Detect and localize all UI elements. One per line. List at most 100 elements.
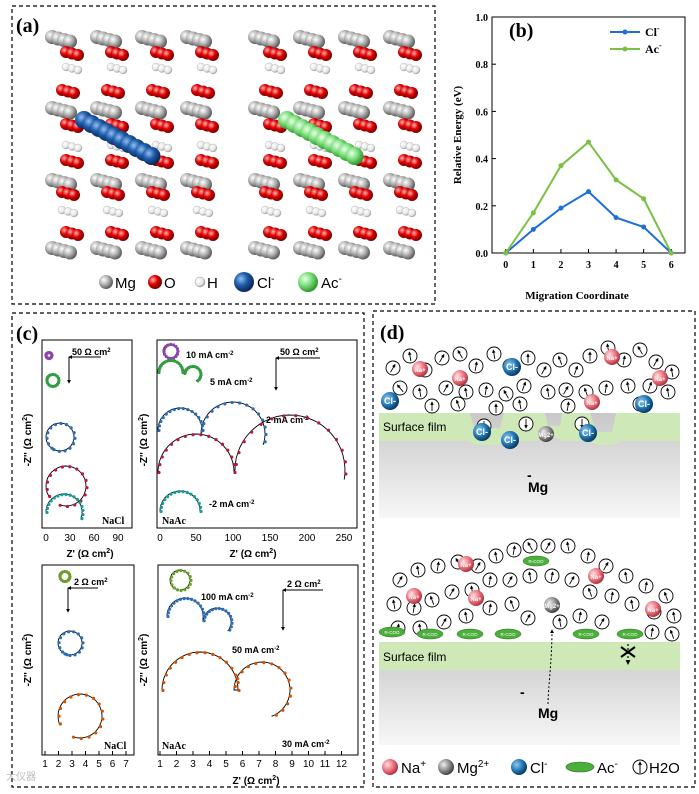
data-point [530,210,536,216]
electrolyte-tag: NaAc [162,516,186,527]
na-ion [412,361,428,377]
data-point [49,384,53,388]
data-point [54,468,58,472]
data-point [58,503,62,507]
o-atom [207,49,219,61]
h-atom [272,208,282,218]
y-axis-label: -Z'' (Ω cm2) [22,634,34,687]
current-label: 2 mA cm-2 [266,415,309,425]
data-point [64,492,68,497]
data-point [186,596,190,601]
tick-label: 2 [56,759,62,770]
fit-curve [157,414,346,480]
mg-atom-icon [99,275,113,289]
data-point [237,401,242,405]
o-atom [162,121,174,133]
data-point [162,680,166,685]
o-atom [68,87,80,99]
water-molecule [498,386,514,402]
tick-label: 4 [207,759,213,770]
h-atom [411,65,421,75]
o-atom [365,229,377,241]
water-molecule [520,350,536,366]
x-tick-label: 3 [586,260,591,271]
mg-atom [108,34,122,49]
o-atom [203,87,215,99]
water-molecule [604,588,620,604]
surface-film [379,642,680,670]
water-molecule [558,382,574,398]
water-molecule [436,614,452,630]
data-point [87,735,91,739]
legend-mg: Mg2+ [457,759,489,777]
water-molecule [478,382,494,398]
cl-atom-icon [234,272,254,292]
data-point [245,403,249,407]
data-point [256,412,261,416]
data-point [270,662,274,666]
fit-curve [45,465,87,507]
o-atom [203,189,215,201]
data-point [170,583,174,587]
acetate-ion [456,628,484,640]
data-point [78,501,82,505]
water-molecule [522,568,538,584]
na-ion-label: Na+ [606,356,618,362]
legend-na: Na+ [401,759,426,777]
data-point [200,424,205,428]
mg-atom [63,34,77,49]
current-label: 5 mA cm-2 [210,377,253,387]
data-point [236,680,240,685]
data-point [169,579,173,583]
mg-atom [266,105,280,120]
data-point [64,423,69,427]
y-axis-label: Relative Energy (eV) [452,85,464,184]
h-atom [407,208,417,218]
tick-label: 12 [336,759,348,770]
tick-label: 5 [223,759,229,770]
tick-label: 10 [303,759,315,770]
h-atom [73,143,83,153]
acetate-ion-label: R-COO [529,559,544,564]
plot-frame [157,564,359,756]
data-point [81,508,85,513]
o-atom [207,157,219,169]
electron-label: - [520,684,525,700]
data-point [183,434,187,438]
data-point [202,619,206,623]
o-atom [162,157,174,169]
cl-ion-label: Cl- [476,427,488,437]
data-point [262,660,266,665]
water-molecule [434,350,450,366]
data-point [73,436,77,440]
data-point [343,460,347,464]
data-point [157,428,161,433]
tick-label: 0 [157,533,163,544]
water-molecule [450,396,466,412]
data-point [230,666,234,670]
water-molecule [560,538,576,554]
electrolyte-tag: NaCl [102,516,124,527]
mg-ion [538,426,554,442]
panel-b-label: (b) [509,20,533,42]
h-atom [204,208,214,218]
data-point [172,601,176,605]
mg-atom [63,245,77,260]
data-point [178,597,183,601]
water-molecule [392,380,408,396]
mg-atom [401,105,415,120]
data-point [189,578,193,582]
scale-bar [68,588,98,612]
data-point [199,433,203,437]
o-atom [158,189,170,201]
data-point [168,358,172,363]
water-molecule [540,384,556,400]
water-molecule [506,542,522,558]
legend-ac-marker [622,46,628,52]
water-molecule [666,608,682,624]
data-point [228,614,233,618]
data-point [186,407,190,412]
o-atom [113,87,125,99]
data-point [192,495,196,499]
data-point [48,494,52,499]
